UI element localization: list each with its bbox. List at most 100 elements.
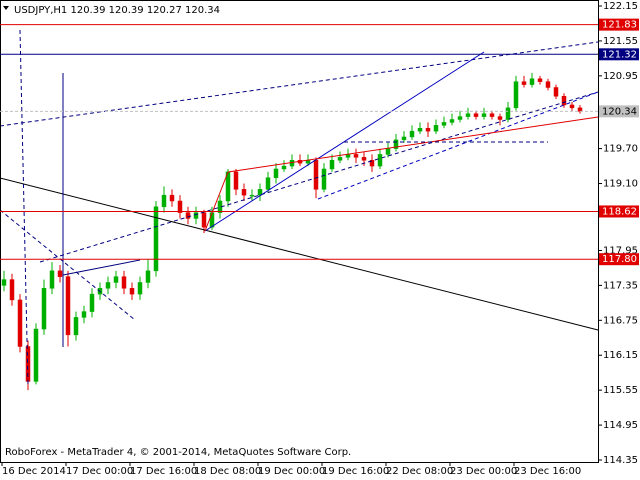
y-tick-label: 115.55	[603, 385, 638, 396]
candle-body	[57, 270, 63, 277]
candle-body	[73, 317, 79, 336]
candle-body	[161, 194, 167, 208]
candle-body	[145, 270, 151, 283]
candle-body	[481, 113, 487, 117]
channel-line	[0, 41, 599, 127]
y-tick-label: 117.35	[603, 280, 638, 291]
channel-line	[0, 209, 136, 321]
candle-body	[113, 276, 119, 283]
channel-line	[317, 91, 599, 200]
y-tick-label: 121.55	[603, 36, 638, 47]
candle-body	[577, 107, 583, 112]
candle-body	[449, 119, 455, 123]
x-tick-label: 16 Dec 2014	[2, 466, 66, 477]
candle-body	[241, 189, 247, 196]
candle-body	[465, 113, 471, 117]
candle-body	[377, 154, 383, 167]
x-tick-label: 23 Dec 00:00	[450, 466, 517, 477]
candle-body	[529, 78, 535, 85]
candle-body	[233, 171, 239, 190]
candle-body	[177, 200, 183, 213]
y-tick-label: 122.15	[603, 1, 638, 12]
candle-body	[81, 311, 87, 318]
footer: RoboForex - MetaTrader 4, © 2001-2014, M…	[5, 447, 351, 458]
y-tick-label: 114.35	[603, 455, 638, 466]
drawings	[0, 29, 599, 386]
channel-line	[19, 29, 29, 386]
candle-body	[49, 270, 55, 289]
price-label-box	[599, 18, 639, 31]
candle-body	[569, 104, 575, 109]
x-tick-label: 22 Dec 08:00	[386, 466, 453, 477]
candle-body	[137, 282, 143, 295]
trend-line	[0, 177, 599, 331]
x-tick-label: 23 Dec 16:00	[514, 466, 581, 477]
plot-border	[0, 0, 599, 463]
y-tick-label: 117.95	[603, 245, 638, 256]
x-tick-label: 19 Dec 00:00	[258, 466, 325, 477]
candle-body	[537, 78, 543, 82]
candle-body	[273, 168, 279, 178]
dropdown-icon	[3, 6, 9, 10]
candle-body	[425, 127, 431, 132]
trend-line	[62, 259, 141, 276]
x-tick-label: 17 Dec 00:00	[66, 466, 133, 477]
candle-body	[409, 130, 415, 138]
candle-body	[489, 113, 495, 117]
candle-body	[561, 95, 567, 106]
chart-title: USDJPY,H1 120.39 120.39 120.27 120.34	[14, 5, 220, 16]
candle-body	[193, 212, 199, 219]
candle-body	[105, 282, 111, 289]
candle-body	[417, 127, 423, 132]
x-tick-label: 19 Dec 16:00	[322, 466, 389, 477]
y-tick-label: 119.70	[603, 144, 638, 155]
price-label-box	[599, 253, 639, 266]
candle-body	[433, 125, 439, 132]
candle-body	[393, 139, 399, 149]
price-label-box	[599, 205, 639, 218]
candle-body	[545, 81, 551, 88]
y-tick-label: 116.75	[603, 315, 638, 326]
price-label: 121.83	[602, 20, 637, 31]
price-label: 120.34	[602, 106, 637, 117]
y-tick-label: 120.95	[603, 71, 638, 82]
channel-line	[39, 91, 599, 263]
candle-body	[321, 168, 327, 190]
candle-body	[337, 157, 343, 161]
x-tick-label: 18 Dec 08:00	[194, 466, 261, 477]
candle-body	[17, 299, 23, 347]
price-label-box	[599, 105, 639, 118]
candle-body	[313, 159, 319, 190]
candle-body	[401, 136, 407, 141]
candle-body	[33, 328, 39, 382]
candle-body	[249, 194, 255, 197]
candle-body	[89, 293, 95, 312]
candle-body	[457, 116, 463, 120]
candle-body	[441, 122, 447, 126]
y-tick-label: 116.15	[603, 350, 638, 361]
candle-body	[65, 276, 71, 336]
candle-body	[369, 159, 375, 167]
plot-area	[1, 72, 583, 391]
candle-body	[473, 113, 479, 117]
candle-body	[185, 212, 191, 219]
candle-body	[385, 148, 391, 155]
candle-body	[513, 81, 519, 109]
candle-body	[129, 288, 135, 295]
y-tick-label: 119.10	[603, 179, 638, 190]
candle-body	[329, 159, 335, 170]
candle-body	[361, 157, 367, 161]
candle-body	[497, 116, 503, 120]
price-label: 118.62	[602, 206, 637, 217]
candle-body	[281, 165, 287, 170]
candle-body	[353, 154, 359, 158]
candle-body	[41, 288, 47, 330]
candle-body	[505, 107, 511, 120]
candle-body	[1, 279, 7, 286]
price-label-box	[599, 48, 639, 61]
trend-line	[227, 116, 599, 173]
price-label: 117.80	[602, 254, 637, 265]
